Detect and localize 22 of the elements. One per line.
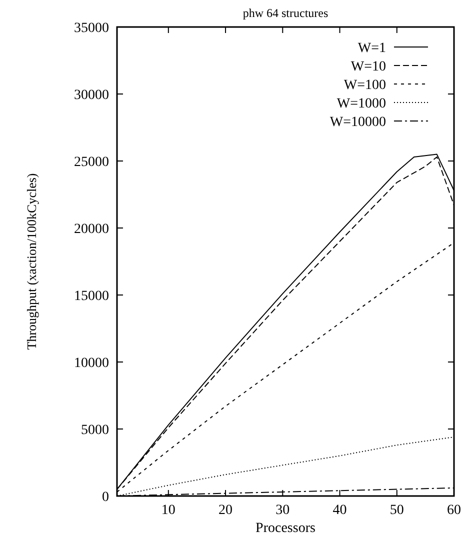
y-tick-label: 25000 [74,155,109,170]
x-tick-label: 10 [161,503,176,518]
x-tick-label: 60 [447,503,461,518]
legend-label: W=100 [344,78,386,93]
x-tick-label: 50 [390,503,404,518]
y-tick-label: 15000 [74,289,109,304]
y-tick-label: 35000 [74,21,109,36]
y-tick-label: 30000 [74,88,109,103]
x-tick-label: 20 [218,503,233,518]
y-tick-label: 5000 [81,423,109,438]
legend-label: W=10000 [330,115,386,130]
legend-label: W=1 [358,41,386,56]
y-tick-label: 0 [102,490,109,505]
y-tick-label: 20000 [74,222,109,237]
y-tick-label: 10000 [74,356,109,371]
x-tick-label: 40 [332,503,347,518]
chart-title: phw 64 structures [242,6,328,20]
legend-label: W=1000 [336,96,386,112]
y-axis-title: Throughput (xaction/100kCycles) [24,173,39,350]
x-tick-label: 30 [276,503,290,518]
x-axis-title: Processors [256,521,316,536]
legend-label: W=10 [350,60,386,74]
